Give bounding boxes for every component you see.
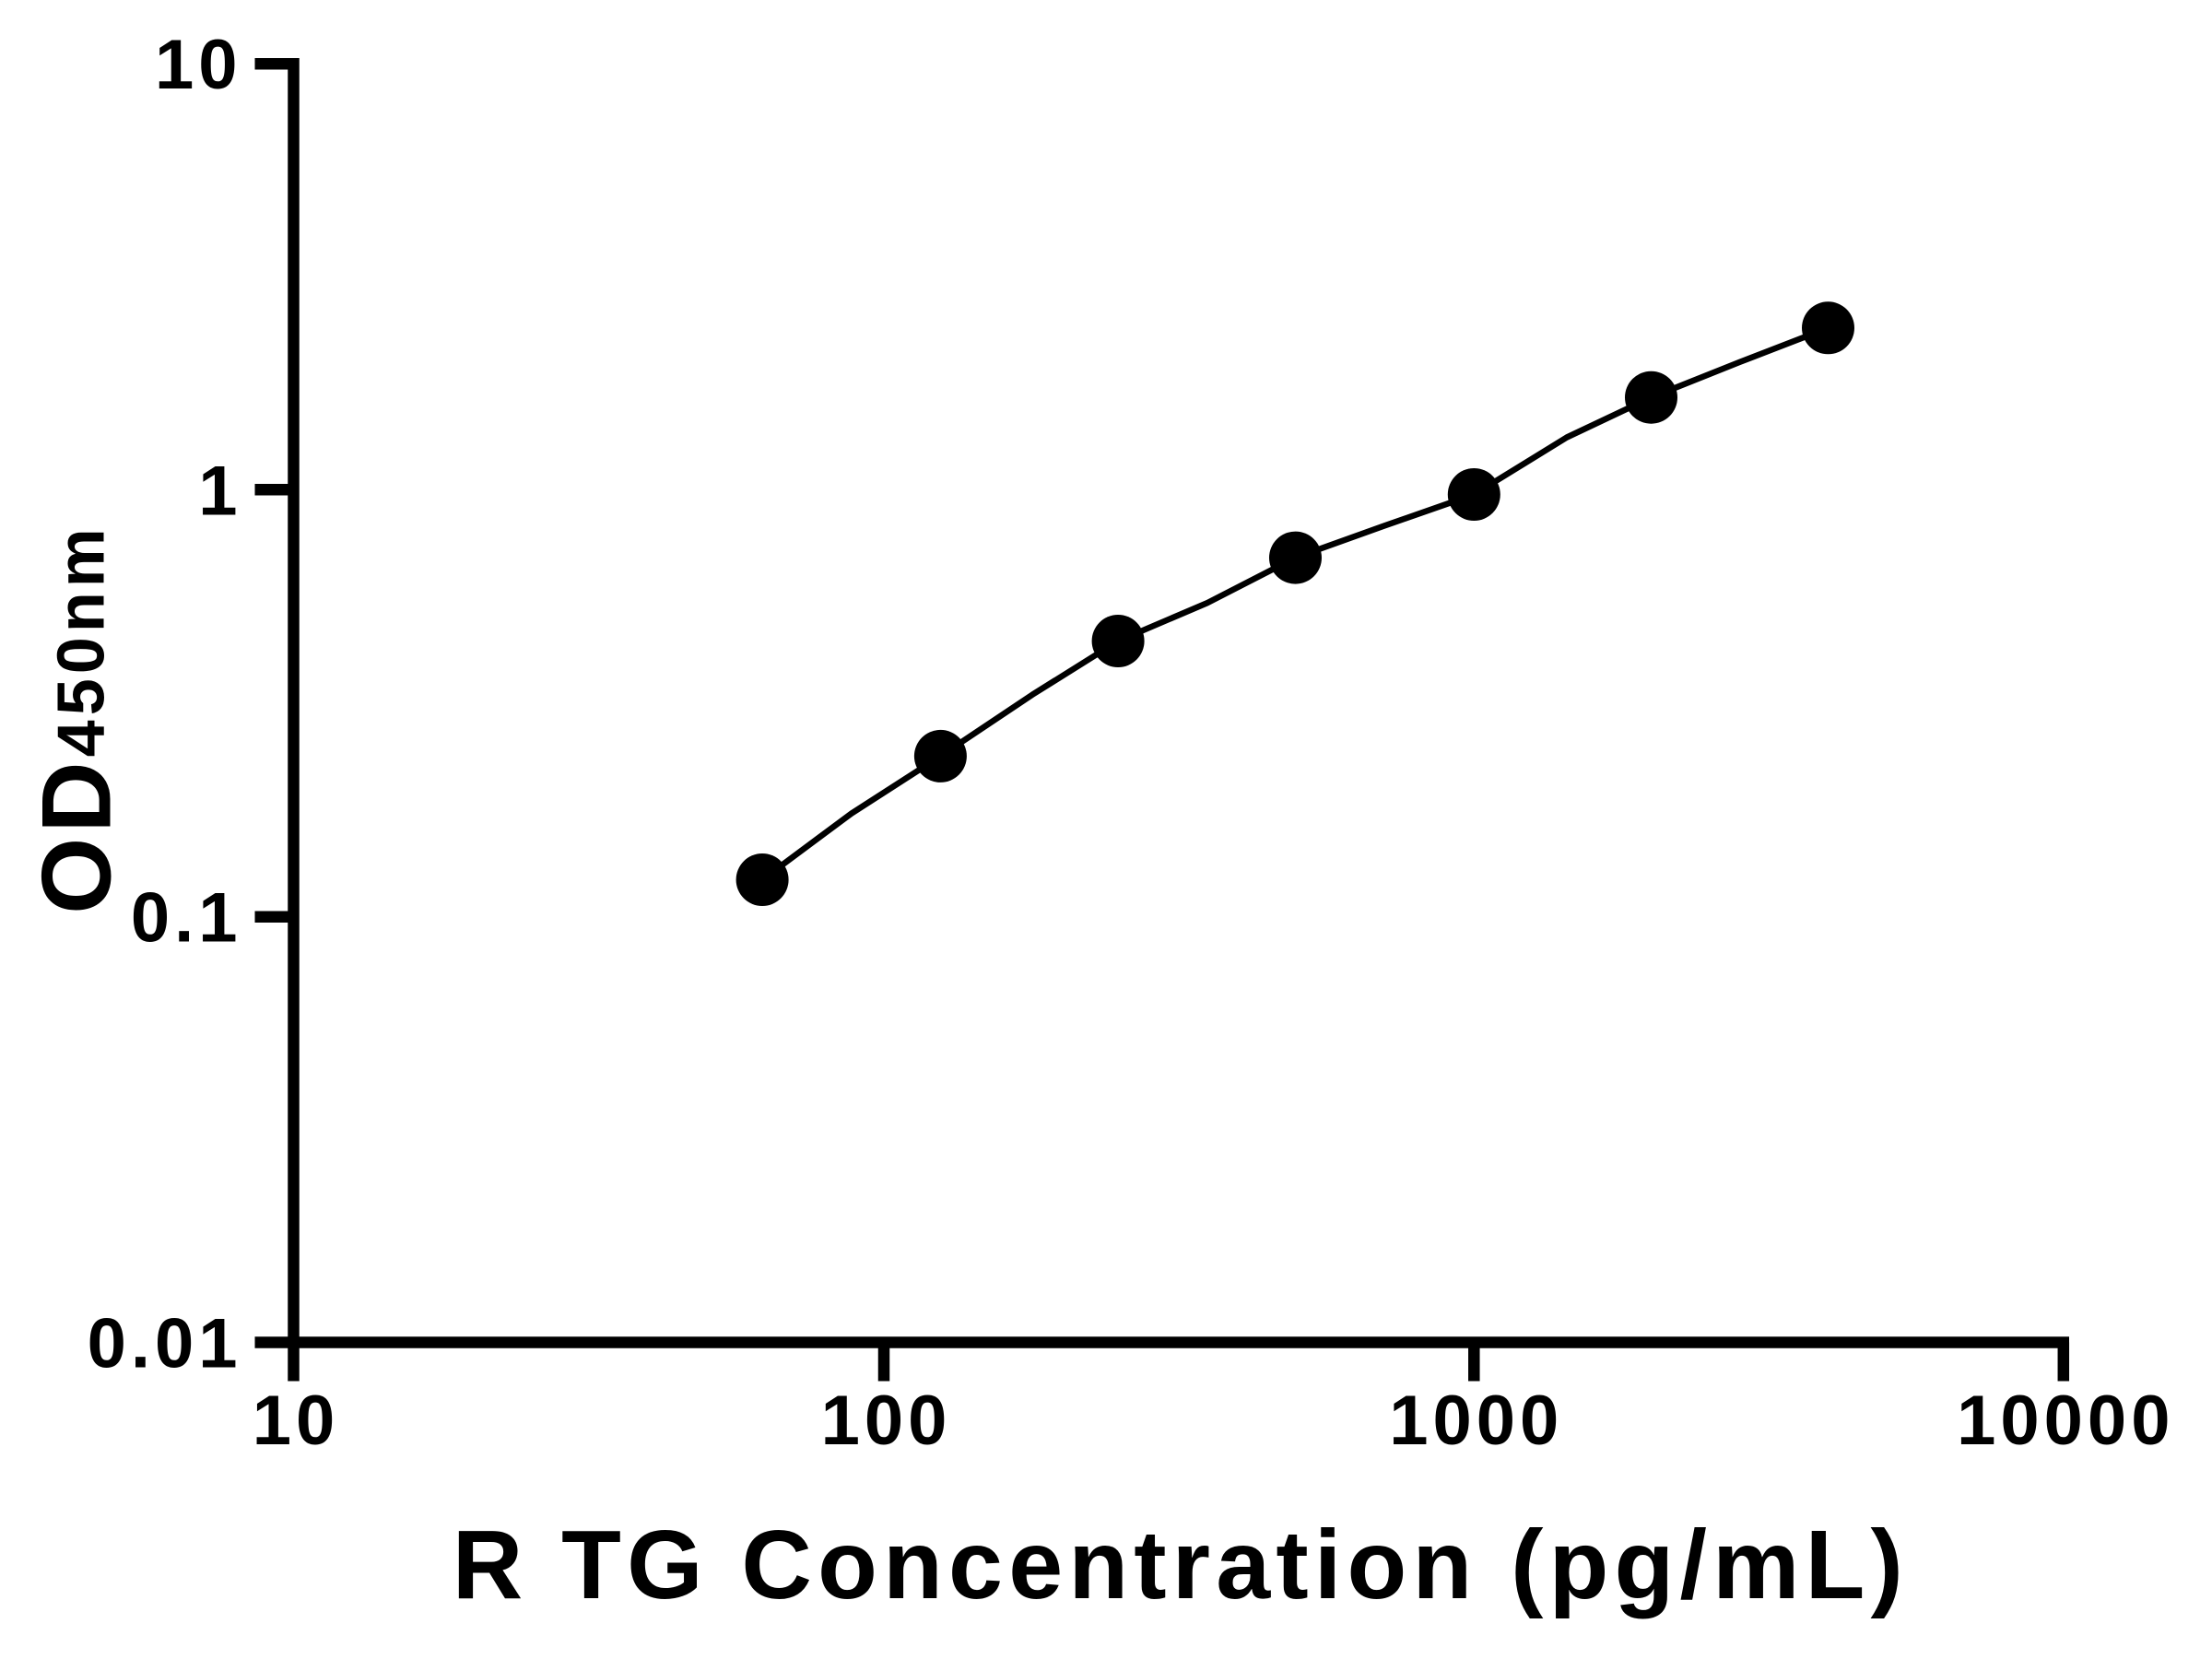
svg-text:1000: 1000: [1389, 1382, 1563, 1460]
svg-text:10: 10: [155, 26, 242, 104]
svg-text:0.01: 0.01: [88, 1305, 242, 1383]
svg-text:100: 100: [821, 1382, 952, 1460]
svg-text:0.1: 0.1: [131, 879, 242, 958]
svg-text:R TG Concentration (pg/mL): R TG Concentration (pg/mL): [453, 1511, 1909, 1619]
svg-text:10000: 10000: [1957, 1382, 2174, 1460]
svg-text:10: 10: [253, 1382, 340, 1460]
svg-text:1: 1: [198, 452, 241, 530]
